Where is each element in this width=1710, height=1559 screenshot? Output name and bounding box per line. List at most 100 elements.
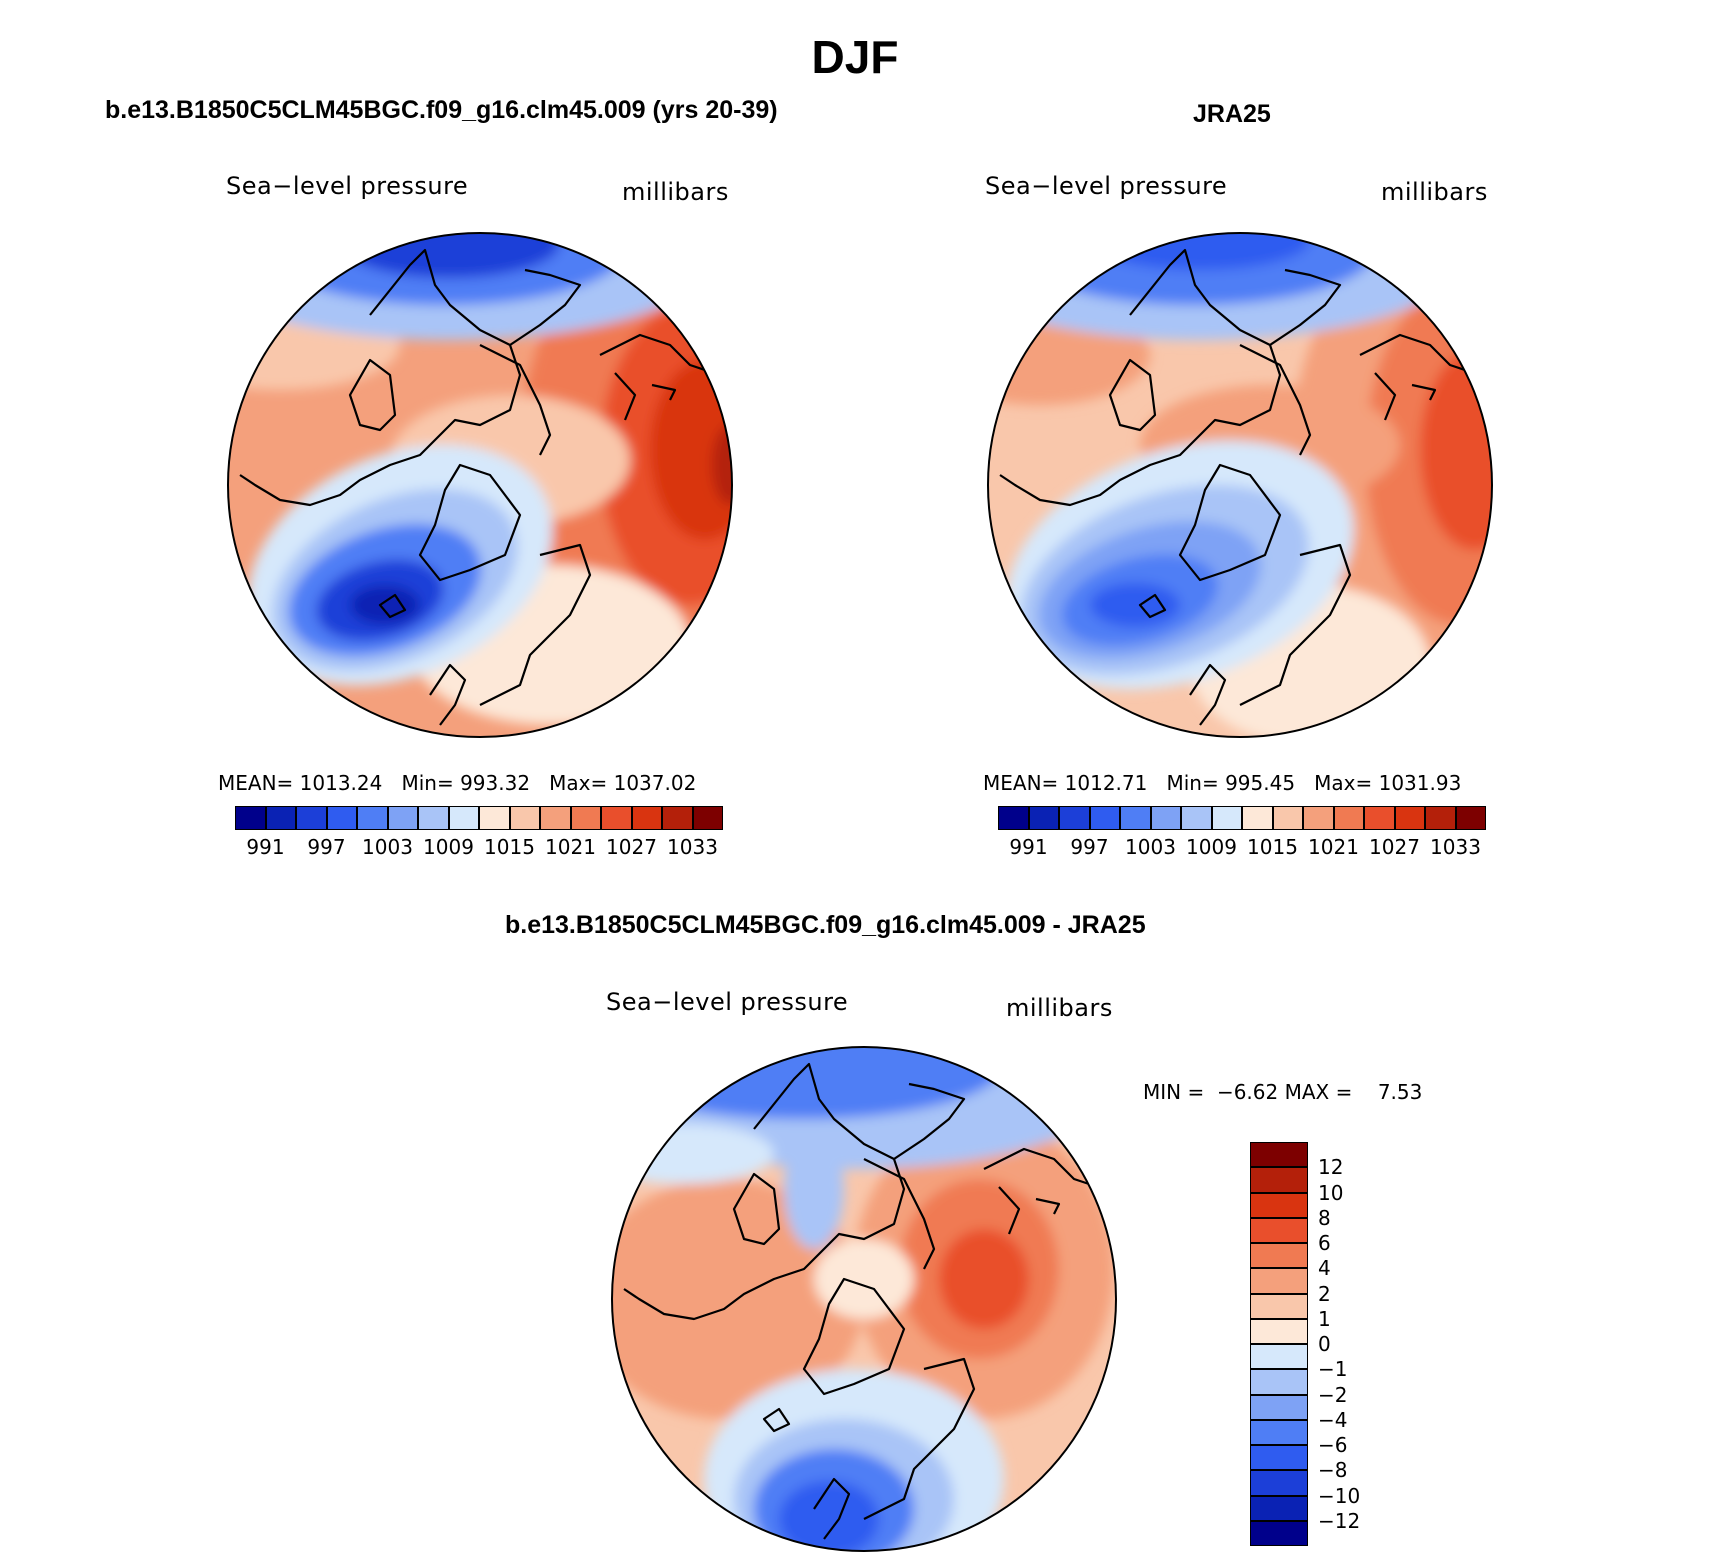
model-colorbar-segment [326,806,357,830]
model-colorbar-segment [692,806,723,830]
model-colorbar-segment [479,806,510,830]
obs-max-value: 1031.93 [1378,771,1462,795]
obs-colorbar-segment [1150,806,1181,830]
diff-colorbar-segment [1250,1142,1308,1168]
obs-colorbar-tick-label: 1021 [1308,835,1359,859]
diff-colorbar-segment [1250,1394,1308,1420]
obs-colorbar-segment [1089,806,1120,830]
model-coastlines [239,248,721,726]
diff-colorbar-tick-label: 12 [1318,1155,1344,1180]
diff-east-positive-core [939,1229,1029,1329]
model-colorbar-segment [387,806,418,830]
diff-north-tongue [784,1129,844,1249]
diff-colorbar-segment [1250,1419,1308,1445]
diff-colorbar-segment [1250,1369,1308,1395]
model-colorbar-segment [265,806,296,830]
diff-min-value: −6.62 [1216,1080,1279,1104]
obs-colorbar-tick-label: 1003 [1125,835,1176,859]
obs-max-label: Max= [1314,771,1373,795]
diff-colorbar-tick-label: 8 [1318,1205,1331,1230]
model-max-label: Max= [549,771,608,795]
obs-colorbar-segment [1272,806,1303,830]
obs-colorbar-segment [1028,806,1059,830]
obs-iceland-low-core [1090,583,1180,627]
model-min-value: 993.32 [460,771,531,795]
obs-colorbar-ticks: 991 997 1003 1009 1015 1021 1027 1033 [998,835,1486,863]
diff-max-value: 7.53 [1377,1080,1423,1104]
diff-max-label: MAX = [1284,1080,1353,1104]
model-colorbar-segment [570,806,601,830]
model-high-inner [650,360,732,540]
obs-high-inner [1420,350,1492,550]
diff-colorbar-ticks: 12 10 8 6 4 2 1 0 −1 −2 −4 −6 −8 −10 −12 [1318,1142,1398,1546]
diff-colorbar-segment [1250,1318,1308,1344]
diff-colorbar-tick-label: −4 [1318,1407,1348,1432]
diff-central-neutral [814,1239,914,1319]
obs-colorbar-tick-label: 991 [1009,835,1048,859]
model-colorbar-segment [235,806,266,830]
model-colorbar-segment [540,806,571,830]
model-colorbar-tick-label: 1003 [362,835,413,859]
diff-coastlines [623,1062,1105,1540]
diff-west-positive [612,1179,864,1419]
model-polar-map [227,232,733,738]
model-colorbar-segment [509,806,540,830]
obs-map-border [987,232,1493,738]
diff-min-label: MIN = [1143,1080,1205,1104]
model-high-core [712,425,732,505]
diff-colorbar-segment [1250,1495,1308,1521]
obs-colorbar-tick-label: 997 [1070,835,1109,859]
diff-colorbar-tick-label: 1 [1318,1306,1331,1331]
obs-colorbar-segment [1242,806,1273,830]
model-colorbar-segment [662,806,693,830]
diff-colorbar-segment [1250,1217,1308,1243]
obs-colorbar-segment [1120,806,1151,830]
diff-stats: MIN = −6.62 MAX = 7.53 [1143,1080,1422,1104]
model-map-border [227,232,733,738]
obs-colorbar-segment [1364,806,1395,830]
diff-colorbar-tick-label: 10 [1318,1180,1344,1205]
diff-colorbar-segment [1250,1445,1308,1471]
model-mean-label: MEAN= [218,771,294,795]
diff-colorbar-tick-label: −2 [1318,1382,1348,1407]
diff-colorbar-tick-label: −1 [1318,1357,1348,1382]
obs-panel-title: JRA25 [1193,100,1271,128]
model-stats: MEAN= 1013.24 Min= 993.32 Max= 1037.02 [218,771,696,795]
model-colorbar-tick-label: 1027 [606,835,657,859]
obs-coastlines [999,248,1481,726]
model-colorbar-tick-label: 1009 [423,835,474,859]
model-colorbar-segment [418,806,449,830]
diff-colorbar-segment [1250,1344,1308,1370]
diff-colorbar-segment [1250,1470,1308,1496]
model-pacific-low-inner [340,233,560,278]
model-colorbar-tick-label: 1033 [667,835,718,859]
diff-colorbar-segment [1250,1520,1308,1546]
model-colorbar-ticks: 991 997 1003 1009 1015 1021 1027 1033 [235,835,723,863]
obs-colorbar-segment [998,806,1029,830]
obs-mean-value: 1012.71 [1064,771,1148,795]
model-colorbar-segment [631,806,662,830]
obs-variable-label: Sea−level pressure [985,172,1228,200]
obs-colorbar [998,806,1486,830]
diff-colorbar-segment [1250,1167,1308,1193]
obs-stats: MEAN= 1012.71 Min= 995.45 Max= 1031.93 [983,771,1461,795]
obs-polar-map [987,232,1493,738]
model-units-label: millibars [622,178,729,206]
diff-colorbar [1250,1142,1308,1546]
model-colorbar-tick-label: 1015 [484,835,535,859]
diff-colorbar-segment [1250,1268,1308,1294]
diff-colorbar-tick-label: 2 [1318,1281,1331,1306]
model-colorbar-segment [601,806,632,830]
model-colorbar-segment [448,806,479,830]
model-colorbar [235,806,723,830]
season-title: DJF [811,31,899,83]
model-colorbar-tick-label: 991 [246,835,285,859]
model-variable-label: Sea−level pressure [226,172,469,200]
obs-pacific-low-inner [1090,233,1310,270]
diff-polar-map [611,1046,1117,1552]
model-colorbar-segment [296,806,327,830]
model-colorbar-segment [357,806,388,830]
obs-colorbar-segment [1394,806,1425,830]
diff-colorbar-segment [1250,1243,1308,1269]
diff-colorbar-tick-label: −6 [1318,1433,1348,1457]
